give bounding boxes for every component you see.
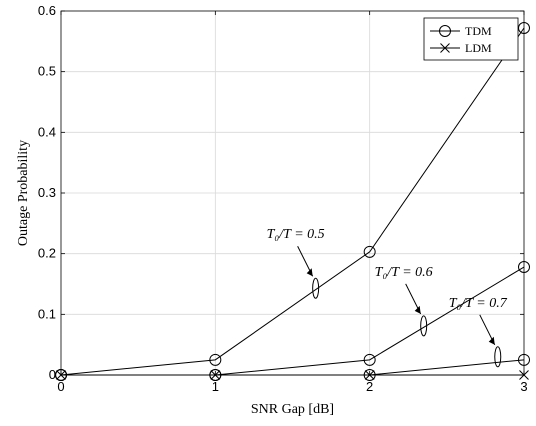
legend-item-ldm: LDM <box>430 41 492 55</box>
annotation-label: T₀/T = 0.7 <box>449 296 508 311</box>
x-tick-label: 1 <box>212 379 219 394</box>
annotation-layer: T₀/T = 0.5 T₀/T = 0.6 T₀/T = 0.7 <box>267 227 508 368</box>
circle-marker <box>363 353 376 366</box>
annotation-label: T₀/T = 0.6 <box>375 265 433 280</box>
annotation-ellipse <box>420 315 428 337</box>
annotation-ellipse <box>494 346 502 368</box>
cross-marker <box>440 43 450 53</box>
x-axis-label: SNR Gap [dB] <box>251 402 334 417</box>
x-tick-label: 0 <box>57 379 64 394</box>
y-tick-label: 0.2 <box>38 246 56 261</box>
y-axis-label: Outage Probability <box>16 140 31 246</box>
annotation-label: T₀/T = 0.5 <box>267 227 325 242</box>
y-tick-label: 0.4 <box>38 124 56 139</box>
series-line <box>60 27 525 376</box>
legend-item-tdm: TDM <box>430 24 492 38</box>
grid-lines <box>61 11 524 375</box>
annotation-arrowhead <box>414 305 421 314</box>
y-tick-label: 0.6 <box>38 3 56 18</box>
legend-label: LDM <box>465 41 492 55</box>
y-tick-label: 0.5 <box>38 64 56 79</box>
annotation-arrowhead <box>306 268 313 277</box>
y-tick-label: 0 <box>49 367 56 382</box>
annotation-ellipse <box>312 277 320 299</box>
tick-layer: 0 1 2 3 0 0.1 0.2 0.3 0.4 0.5 0.6 <box>38 3 528 394</box>
legend: TDM LDM <box>423 17 519 61</box>
circle-marker <box>209 353 222 366</box>
circle-marker <box>363 245 376 258</box>
x-tick-label: 2 <box>366 379 373 394</box>
curve-annotation: T₀/T = 0.5 <box>267 227 325 299</box>
legend-label: TDM <box>465 24 492 38</box>
y-tick-label: 0.3 <box>38 185 56 200</box>
curve-annotation: T₀/T = 0.7 <box>449 296 508 368</box>
curve-annotation: T₀/T = 0.6 <box>375 265 433 337</box>
annotation-arrowhead <box>488 336 495 345</box>
legend-box <box>423 17 519 61</box>
x-tick-label: 3 <box>520 379 527 394</box>
circle-marker <box>439 25 451 37</box>
y-tick-label: 0.1 <box>38 306 56 321</box>
